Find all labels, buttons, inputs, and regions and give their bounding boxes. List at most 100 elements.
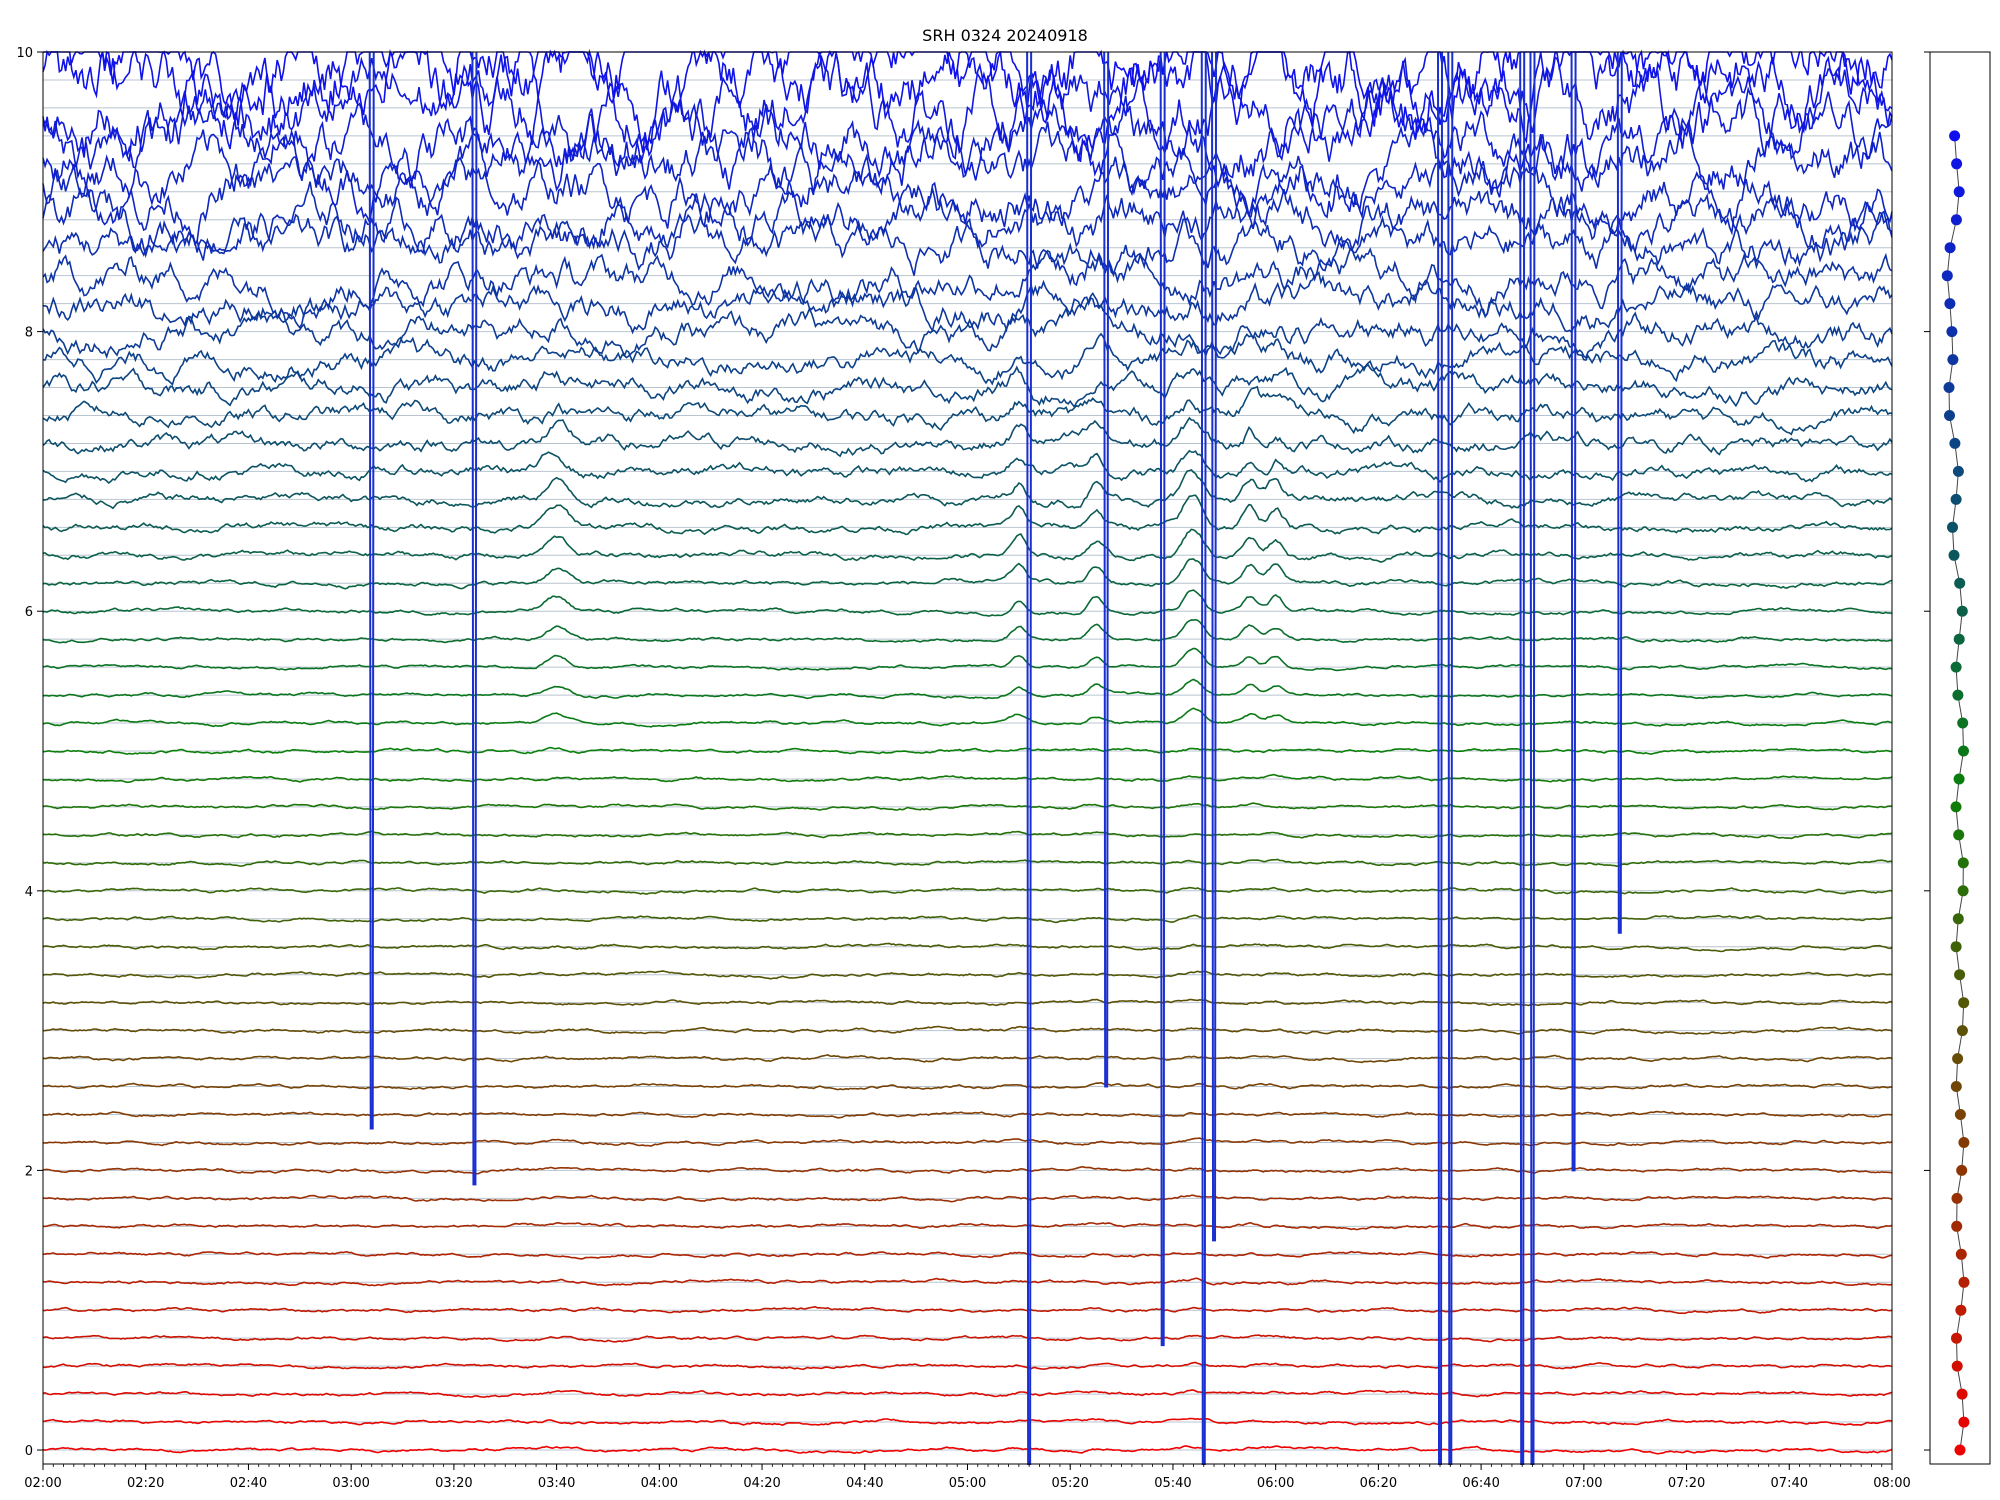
- series-line: [42, 1137, 1893, 1147]
- x-tick-label: 08:00: [1873, 1476, 1910, 1491]
- side-panel-point: [1958, 997, 1970, 1009]
- series-line: [42, 746, 1893, 755]
- dip-trace: [1447, 51, 1454, 1465]
- y-axis: 0 2 4 6 8 10: [16, 46, 1930, 1459]
- side-panel-point: [1952, 1053, 1964, 1065]
- series-line: [43, 1250, 1893, 1260]
- series-line: [42, 1025, 1893, 1035]
- dip-trace: [1570, 51, 1577, 1172]
- dip-trace: [1103, 51, 1110, 1088]
- side-panel-point: [1941, 270, 1953, 282]
- side-panel-point: [1947, 354, 1959, 366]
- side-panel-point: [1949, 437, 1961, 449]
- series-line: [42, 76, 1893, 192]
- side-panel-point: [1949, 130, 1961, 142]
- series-line: [42, 802, 1893, 811]
- side-panel-point: [1952, 465, 1964, 477]
- series-group: [42, 48, 1893, 1465]
- side-panel-point: [1947, 521, 1958, 533]
- series-line: [42, 1194, 1893, 1203]
- side-panel-point: [1951, 1220, 1963, 1232]
- x-tick-label: 05:40: [1154, 1476, 1191, 1491]
- side-panel-point: [1954, 577, 1966, 589]
- x-tick-label: 07:20: [1668, 1476, 1705, 1491]
- side-panel-point: [1950, 1081, 1962, 1092]
- x-tick-label: 02:40: [230, 1476, 267, 1491]
- series-line: [42, 363, 1893, 409]
- series-line: [42, 1221, 1893, 1231]
- plot-frame: [42, 51, 1893, 1465]
- side-panel-frame: [1929, 51, 1991, 1465]
- x-tick-label: 02:20: [127, 1476, 164, 1491]
- series-line: [42, 558, 1893, 590]
- x-tick-label: 04:00: [641, 1476, 678, 1491]
- series-line: [42, 1277, 1893, 1287]
- series-line: [42, 494, 1893, 536]
- side-panel-point: [1958, 1137, 1970, 1148]
- side-panel-point: [1956, 1388, 1968, 1400]
- side-panel-point: [1956, 1025, 1968, 1037]
- series-line: [42, 1110, 1892, 1119]
- series-line: [42, 914, 1893, 924]
- series-line: [42, 1445, 1893, 1455]
- side-panel-point: [1957, 885, 1969, 897]
- series-line: [42, 678, 1893, 700]
- side-panel-point: [1944, 298, 1956, 310]
- x-tick-label: 02:00: [24, 1476, 61, 1491]
- series-line: [42, 332, 1893, 387]
- y-tick-label: 0: [25, 1444, 33, 1459]
- series-line: [42, 181, 1893, 261]
- side-panel-point: [1955, 1304, 1967, 1316]
- y-tick-label: 4: [25, 885, 33, 900]
- y-tick-label: 6: [25, 605, 33, 620]
- side-panel-point: [1958, 745, 1969, 757]
- y-tick-label: 2: [25, 1164, 33, 1179]
- side-panel-point: [1955, 1248, 1967, 1260]
- series-line: [42, 970, 1893, 980]
- chart-title: SRH 0324 20240918: [922, 26, 1088, 45]
- side-panel-point: [1950, 941, 1962, 953]
- side-panel-point: [1953, 829, 1965, 841]
- series-line: [42, 1389, 1893, 1399]
- x-tick-label: 03:40: [538, 1476, 575, 1491]
- side-panel-point: [1948, 549, 1960, 561]
- x-tick-label: 04:40: [846, 1476, 883, 1491]
- series-line: [42, 858, 1893, 868]
- series-line: [42, 1334, 1893, 1343]
- side-panel-point: [1952, 689, 1964, 701]
- dip-trace: [1159, 51, 1166, 1347]
- side-panel-point: [1944, 242, 1956, 254]
- x-tick-label: 05:20: [1051, 1476, 1088, 1491]
- series-line: [42, 618, 1893, 644]
- side-panel-point: [1958, 1276, 1970, 1288]
- series-line: [42, 998, 1893, 1007]
- dip-trace: [471, 51, 478, 1186]
- x-axis: 02:00 02:20 02:40 03:00 03:20 03:40 04:00 04:20…: [24, 1464, 1911, 1491]
- side-panel-point: [1943, 382, 1955, 393]
- x-tick-label: 06:00: [1257, 1476, 1294, 1491]
- side-panel-point: [1956, 1164, 1968, 1176]
- side-panel-point: [1950, 661, 1962, 673]
- side-panel-point: [1952, 913, 1964, 925]
- side-panel-point: [1954, 1109, 1966, 1120]
- x-tick-label: 07:00: [1565, 1476, 1602, 1491]
- side-panel-point: [1953, 773, 1965, 785]
- series-line: [42, 589, 1893, 617]
- dip-trace: [368, 51, 375, 1130]
- y-tick-label: 8: [25, 326, 33, 341]
- side-panel-point: [1951, 1192, 1963, 1204]
- series-line: [42, 886, 1893, 895]
- series-line: [43, 270, 1893, 335]
- dip-trace: [1211, 51, 1218, 1242]
- x-tick-label: 04:20: [743, 1476, 780, 1491]
- dip-trace: [1529, 51, 1536, 1465]
- series-line: [42, 1054, 1893, 1064]
- series-line: [42, 1361, 1893, 1371]
- dip-trace: [1437, 51, 1444, 1465]
- series-line: [42, 210, 1893, 287]
- x-tick-label: 03:20: [435, 1476, 472, 1491]
- series-line: [43, 773, 1893, 784]
- dip-trace: [1519, 51, 1526, 1465]
- side-panel-point: [1953, 186, 1965, 198]
- x-tick-label: 06:40: [1462, 1476, 1499, 1491]
